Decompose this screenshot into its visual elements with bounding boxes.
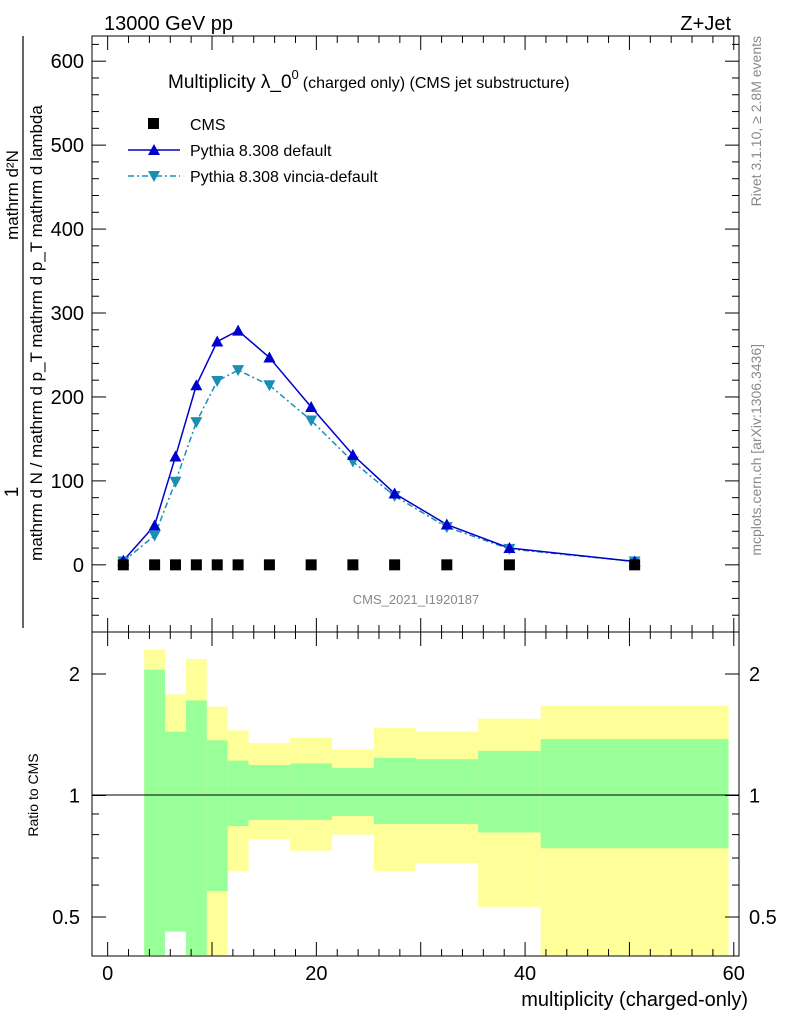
- y-tick-label-ratio: 2: [69, 664, 80, 686]
- point-cms: [232, 559, 244, 571]
- x-axis-label: multiplicity (charged-only): [521, 989, 748, 1011]
- point-pythia-default: [388, 487, 401, 499]
- x-tick-label: 40: [514, 963, 536, 985]
- y-tick-label-ratio: 1: [69, 786, 80, 808]
- point-pythia-default: [263, 351, 276, 363]
- y-tick-label-main: 300: [51, 303, 84, 325]
- ratio-band-inner: [415, 759, 479, 824]
- legend-label-pythia-default: Pythia 8.308 default: [190, 143, 332, 160]
- point-cms: [169, 559, 181, 571]
- header-right: Z+Jet: [680, 13, 731, 35]
- y-tick-label-main: 200: [51, 387, 84, 409]
- ratio-band-inner: [373, 757, 416, 824]
- chart-title-suffix: (charged only) (CMS jet substructure): [303, 75, 570, 92]
- point-pythia-default: [346, 448, 359, 460]
- axis-ticks: 0 100 200 300 400 500 600 0 20 40 60 0.5 0.5 1 1 2 2: [51, 36, 777, 985]
- chart-title-sup: 0: [292, 67, 299, 82]
- point-cms: [503, 559, 515, 571]
- point-pythia-vincia: [263, 380, 276, 392]
- y-tick-label-ratio-right: 2: [749, 664, 760, 686]
- legend-label-cms: CMS: [190, 117, 226, 134]
- point-cms: [263, 559, 275, 571]
- point-pythia-vincia: [148, 530, 161, 542]
- point-pythia-vincia: [169, 476, 182, 488]
- chart-title-main: Multiplicity λ_0: [168, 72, 292, 93]
- x-tick-label: 20: [305, 963, 327, 985]
- point-pythia-default: [190, 379, 203, 391]
- x-tick-label: 0: [102, 963, 113, 985]
- point-cms: [305, 559, 317, 571]
- series-line-pythia-vincia: [122, 369, 635, 563]
- y-tick-label-main: 0: [73, 555, 84, 577]
- data-series: [117, 324, 641, 571]
- legend: CMS Pythia 8.308 default Pythia 8.308 vi…: [128, 117, 378, 186]
- y-tick-label-main: 100: [51, 471, 84, 493]
- point-pythia-default: [169, 450, 182, 462]
- point-cms: [190, 559, 202, 571]
- y-tick-label-ratio: 0.5: [52, 907, 80, 929]
- point-pythia-default: [440, 518, 453, 530]
- y-label-right-numerator: mathrm d²N: [3, 150, 22, 240]
- y-tick-label-main: 400: [51, 219, 84, 241]
- legend-marker-pythia-vincia: [148, 171, 160, 182]
- point-pythia-vincia: [190, 417, 203, 429]
- point-cms: [149, 559, 161, 571]
- legend-marker-cms: [148, 118, 159, 129]
- x-tick-label: 60: [723, 963, 745, 985]
- point-pythia-default: [148, 519, 161, 531]
- mcplots-label: mcplots.cern.ch [arXiv:1306.3436]: [748, 344, 764, 556]
- ratio-plot-frame: [91, 631, 740, 957]
- ratio-band-inner: [478, 750, 541, 833]
- y-tick-label-main: 500: [51, 135, 84, 157]
- main-y-axis-label: 1 mathrm d N / mathrm d p_T mathrm d p_T…: [2, 36, 46, 628]
- point-cms: [117, 559, 129, 571]
- rivet-label: Rivet 3.1.10, ≥ 2.8M events: [748, 36, 764, 206]
- ratio-y-axis-label: Ratio to CMS: [25, 753, 41, 836]
- point-cms: [211, 559, 223, 571]
- ratio-band-inner: [332, 767, 374, 816]
- point-pythia-default: [211, 335, 224, 347]
- y-tick-label-ratio-right: 1: [749, 786, 760, 808]
- point-cms: [389, 559, 401, 571]
- ratio-band-inner: [540, 739, 729, 849]
- point-pythia-vincia: [211, 376, 224, 388]
- ratio-band-inner: [227, 760, 249, 827]
- legend-label-pythia-vincia: Pythia 8.308 vincia-default: [190, 169, 378, 186]
- y-tick-label-main: 600: [51, 51, 84, 73]
- legend-marker-pythia-default: [148, 144, 160, 155]
- point-pythia-vincia: [232, 365, 245, 377]
- series-line-pythia-default: [122, 329, 635, 563]
- chart-title: Multiplicity λ_00 (charged only) (CMS jet…: [168, 67, 570, 93]
- point-cms: [629, 559, 641, 571]
- y-label-numerator: 1: [2, 487, 23, 498]
- ratio-bands: [144, 649, 729, 955]
- ratio-band-inner: [206, 740, 228, 891]
- point-pythia-default: [232, 324, 245, 336]
- ratio-band-inner: [290, 763, 333, 820]
- y-label-denominator: mathrm d N / mathrm d p_T mathrm d p_T m…: [27, 105, 46, 561]
- ratio-band-inner: [144, 669, 166, 955]
- point-pythia-vincia: [305, 415, 318, 427]
- point-pythia-default: [503, 542, 516, 554]
- point-pythia-default: [305, 401, 318, 413]
- point-cms: [347, 559, 359, 571]
- ratio-band-inner: [165, 731, 186, 932]
- header-left: 13000 GeV pp: [104, 13, 233, 35]
- ratio-band-inner: [185, 700, 207, 955]
- y-tick-label-ratio-right: 0.5: [749, 907, 777, 929]
- ratio-band-inner: [248, 765, 291, 820]
- analysis-watermark: CMS_2021_I1920187: [353, 592, 480, 607]
- point-cms: [441, 559, 453, 571]
